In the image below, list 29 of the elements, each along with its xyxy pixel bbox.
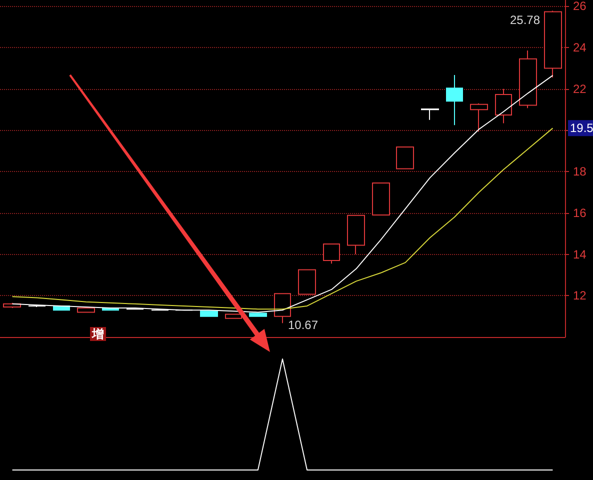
y-tick-label: 18 <box>573 164 587 179</box>
y-tick-label: 14 <box>573 247 587 262</box>
candlestick <box>544 10 562 78</box>
line-series <box>12 128 554 310</box>
candlestick <box>77 308 95 313</box>
candlestick <box>347 214 365 255</box>
y-tick-label: 24 <box>573 40 587 55</box>
annotation: 10.67 <box>288 318 318 332</box>
candlestick <box>372 182 390 216</box>
candlestick <box>396 146 414 170</box>
candlestick <box>249 312 267 317</box>
candlestick <box>421 108 439 120</box>
y-tick-label: 22 <box>573 82 587 96</box>
candlestick <box>28 304 46 308</box>
candlestick <box>446 74 463 126</box>
candlestick <box>495 88 512 124</box>
y-tick-label: 16 <box>573 206 587 220</box>
y-tick-label: 26 <box>573 0 587 14</box>
annotation: 增 <box>91 327 104 341</box>
y-tick-label: 12 <box>573 288 587 303</box>
line-series <box>12 74 554 313</box>
candlestick <box>470 102 488 132</box>
annotation: 25.78 <box>510 13 540 27</box>
candlestick <box>200 310 218 317</box>
candlestick <box>519 50 537 109</box>
candlestick <box>298 269 316 295</box>
annotation: 19.5 <box>570 121 593 136</box>
candlestick <box>225 314 242 319</box>
candlestick <box>323 243 340 264</box>
